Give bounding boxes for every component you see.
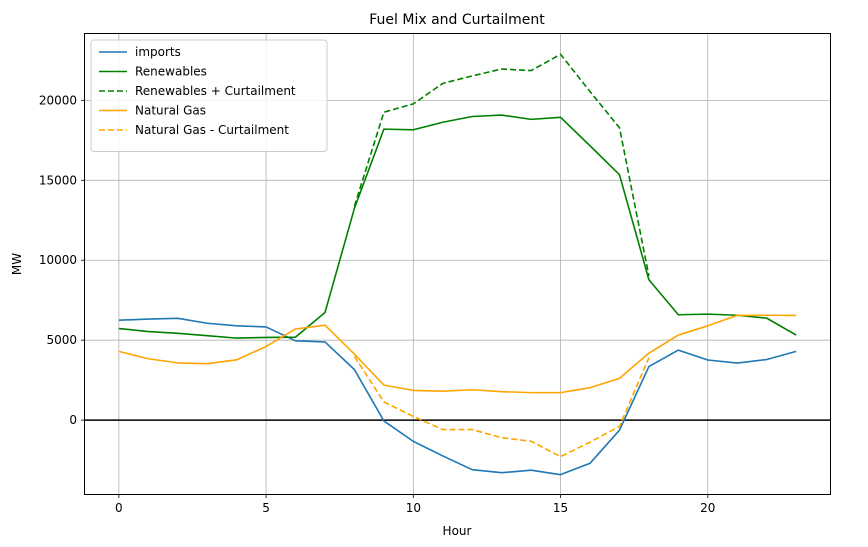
y-tick-label: 0 xyxy=(69,413,77,427)
series-line-0 xyxy=(118,317,797,476)
series-line-3 xyxy=(118,314,797,394)
series-line-1 xyxy=(118,114,797,339)
y-axis-label: MW xyxy=(10,253,24,275)
legend-box xyxy=(90,39,328,152)
x-tick-label: 15 xyxy=(553,501,568,515)
plot-frame xyxy=(84,33,831,495)
y-tick-label: 10000 xyxy=(39,253,77,267)
x-tick-label: 10 xyxy=(406,501,421,515)
x-tick-label: 5 xyxy=(262,501,270,515)
x-tick-label: 20 xyxy=(700,501,715,515)
series-layer xyxy=(118,53,797,476)
y-tick-label: 5000 xyxy=(46,333,77,347)
legend-label: imports xyxy=(135,45,181,59)
series-line-2 xyxy=(353,53,650,277)
legend-label: Natural Gas - Curtailment xyxy=(135,123,289,137)
ticks: 0 5 10 15 20 0 5000 10000 15000 20000 xyxy=(39,93,716,515)
y-tick-label: 20000 xyxy=(39,93,77,107)
x-axis-label: Hour xyxy=(443,524,472,538)
x-tick-label: 0 xyxy=(115,501,123,515)
series-line-4 xyxy=(353,355,650,458)
legend-label: Renewables + Curtailment xyxy=(135,84,296,98)
legend: imports Renewables Renewables + Curtailmen… xyxy=(90,39,328,152)
chart-title: Fuel Mix and Curtailment xyxy=(369,12,545,28)
legend-label: Renewables xyxy=(135,65,207,79)
legend-label: Natural Gas xyxy=(135,104,206,118)
y-tick-label: 15000 xyxy=(39,173,77,187)
